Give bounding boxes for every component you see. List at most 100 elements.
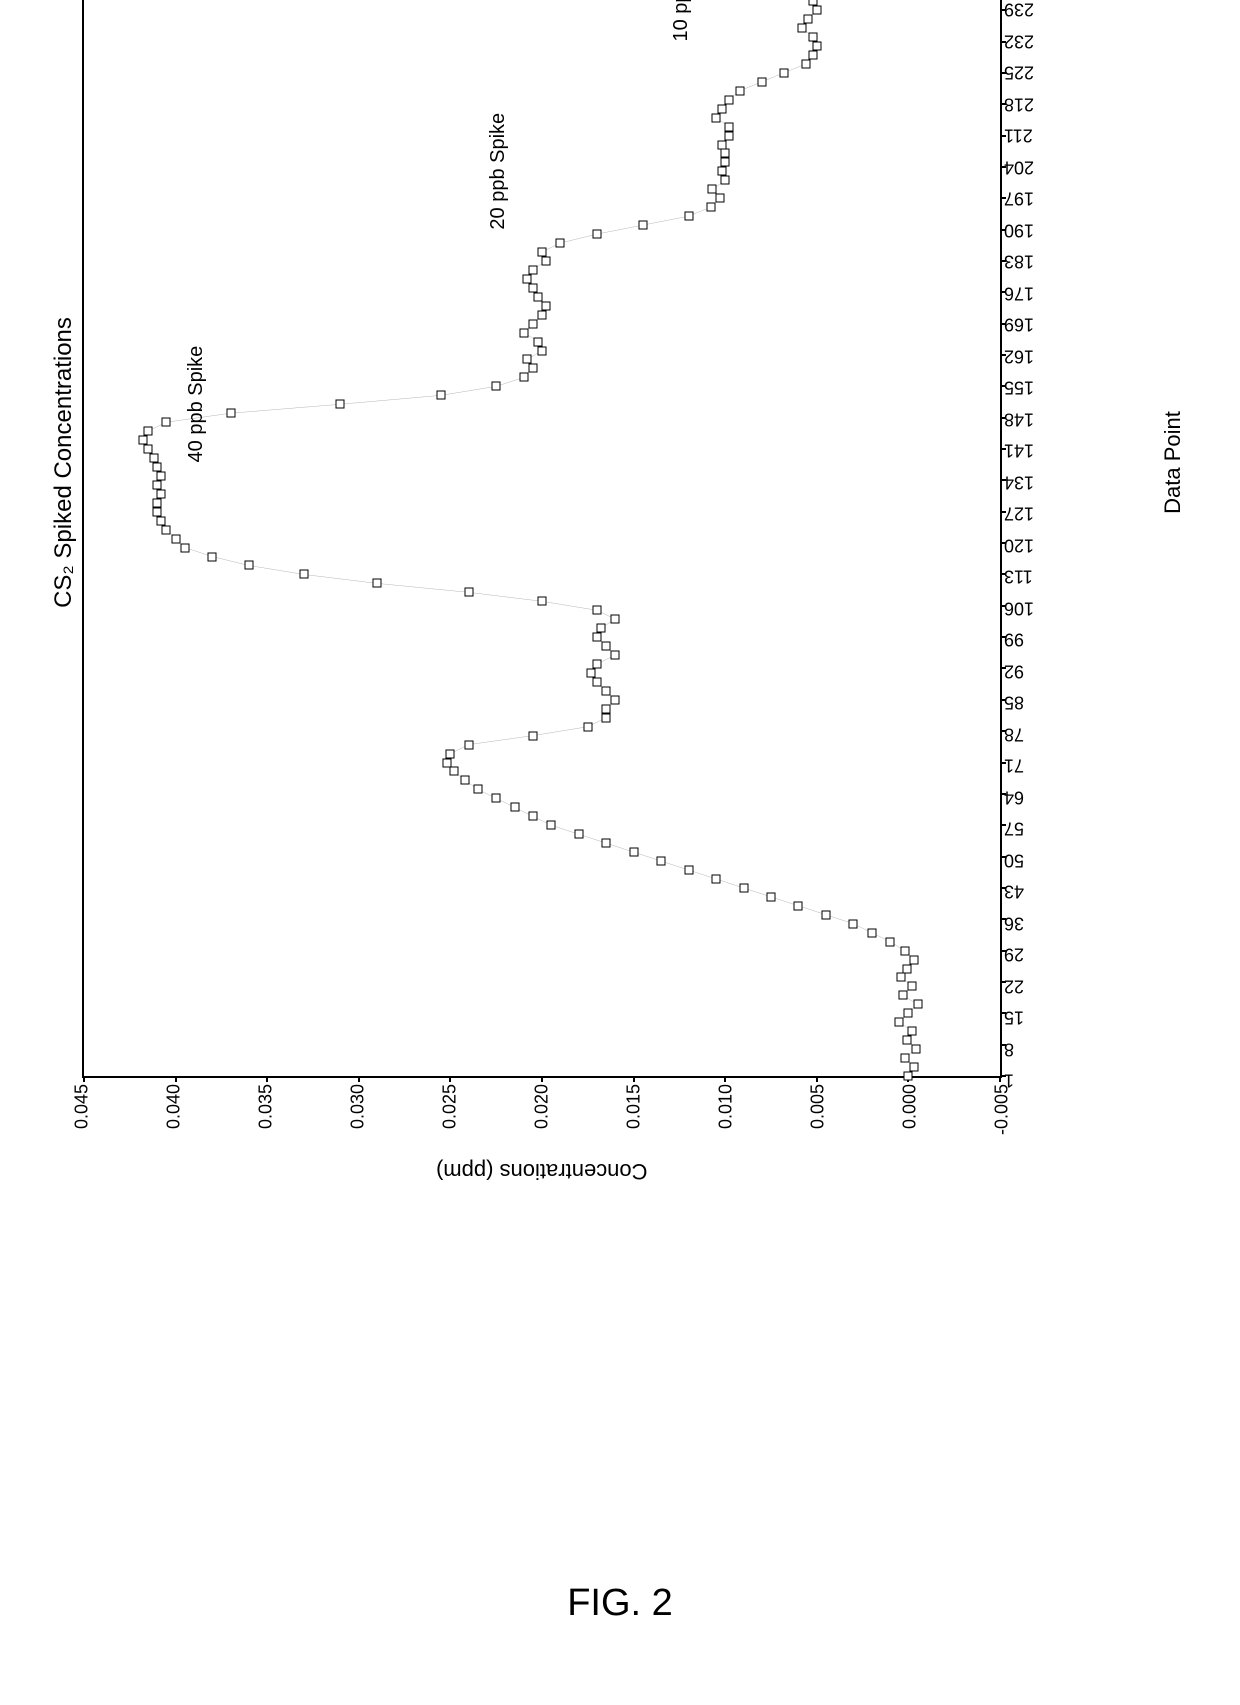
x-tick-label: 1 <box>1004 1070 1014 1091</box>
data-marker <box>592 606 601 615</box>
x-tick-label: 57 <box>1004 818 1024 839</box>
annotation-label: 40 ppb Spike <box>185 346 208 463</box>
data-marker <box>757 77 766 86</box>
data-marker <box>299 570 308 579</box>
data-marker <box>442 758 451 767</box>
data-marker <box>908 1027 917 1036</box>
data-marker <box>534 292 543 301</box>
data-marker <box>461 776 470 785</box>
y-axis: -0.0050.0000.0050.0100.0150.0200.0250.03… <box>82 1078 1002 1158</box>
x-tick-label: 71 <box>1004 755 1024 776</box>
x-tick-label: 8 <box>1004 1038 1014 1059</box>
data-marker <box>611 651 620 660</box>
data-marker <box>909 1063 918 1072</box>
data-marker <box>715 194 724 203</box>
data-marker <box>144 445 153 454</box>
data-marker <box>809 33 818 42</box>
x-tick-label: 22 <box>1004 975 1024 996</box>
data-marker <box>602 713 611 722</box>
data-marker <box>602 642 611 651</box>
data-marker <box>779 68 788 77</box>
y-tick-mark <box>541 1076 543 1082</box>
x-axis: 1815222936435057647178859299106113120127… <box>1002 0 1082 1080</box>
data-marker <box>510 803 519 812</box>
data-marker <box>909 955 918 964</box>
x-tick-label: 120 <box>1004 534 1034 555</box>
data-marker <box>812 42 821 51</box>
data-marker <box>708 185 717 194</box>
data-marker <box>528 812 537 821</box>
x-tick-label: 43 <box>1004 881 1024 902</box>
data-marker <box>706 203 715 212</box>
data-marker <box>712 113 721 122</box>
data-marker <box>587 668 596 677</box>
data-marker <box>538 248 547 257</box>
data-marker <box>156 471 165 480</box>
data-marker <box>534 337 543 346</box>
data-marker <box>519 328 528 337</box>
x-tick-label: 36 <box>1004 912 1024 933</box>
x-tick-label: 15 <box>1004 1007 1024 1028</box>
data-marker <box>592 230 601 239</box>
data-marker <box>721 149 730 158</box>
data-marker <box>638 221 647 230</box>
data-marker <box>144 427 153 436</box>
annotation-label: 20 ppb Spike <box>487 113 510 230</box>
data-marker <box>724 131 733 140</box>
data-marker <box>900 946 909 955</box>
data-marker <box>809 0 818 6</box>
data-marker <box>904 1009 913 1018</box>
data-marker <box>895 1018 904 1027</box>
data-marker <box>519 373 528 382</box>
data-marker <box>492 794 501 803</box>
y-tick-label: 0.020 <box>532 1084 553 1129</box>
data-marker <box>244 561 253 570</box>
data-marker <box>473 785 482 794</box>
data-marker <box>721 158 730 167</box>
plot-wrap: Concentrations (ppm) -0.0050.0000.0050.0… <box>82 0 1002 1190</box>
data-marker <box>528 283 537 292</box>
x-tick-label: 169 <box>1004 314 1034 335</box>
y-tick-label: 0.040 <box>164 1084 185 1129</box>
data-marker <box>336 400 345 409</box>
y-axis-label: Concentrations (ppm) <box>436 1158 648 1190</box>
data-marker <box>657 857 666 866</box>
data-line <box>84 0 1000 1076</box>
x-tick-label: 141 <box>1004 440 1034 461</box>
x-tick-label: 225 <box>1004 62 1034 83</box>
rotated-chart-container: CS₂ Spiked Concentrations Concentrations… <box>50 0 1110 1190</box>
data-marker <box>226 409 235 418</box>
data-marker <box>373 579 382 588</box>
data-marker <box>717 104 726 113</box>
y-tick-label: 0.035 <box>256 1084 277 1129</box>
data-marker <box>149 454 158 463</box>
data-marker <box>712 874 721 883</box>
data-marker <box>528 364 537 373</box>
x-tick-label: 85 <box>1004 692 1024 713</box>
data-marker <box>908 982 917 991</box>
data-marker <box>798 24 807 33</box>
y-tick-mark <box>266 1076 268 1082</box>
y-tick-label: 0.045 <box>72 1084 93 1129</box>
data-marker <box>629 848 638 857</box>
x-tick-label: 162 <box>1004 345 1034 366</box>
data-marker <box>596 624 605 633</box>
data-marker <box>574 830 583 839</box>
data-marker <box>538 346 547 355</box>
data-marker <box>547 821 556 830</box>
plot-area: 40 ppb Spike20 ppb Spike10 ppb Spike5 pp… <box>82 0 1002 1078</box>
y-tick-label: 0.010 <box>716 1084 737 1129</box>
data-marker <box>611 615 620 624</box>
data-marker <box>523 355 532 364</box>
data-marker <box>611 695 620 704</box>
x-tick-label: 190 <box>1004 219 1034 240</box>
data-marker <box>900 1054 909 1063</box>
y-tick-mark <box>449 1076 451 1082</box>
data-marker <box>886 937 895 946</box>
data-marker <box>464 740 473 749</box>
data-marker <box>171 534 180 543</box>
data-marker <box>541 256 550 265</box>
x-tick-label: 78 <box>1004 723 1024 744</box>
x-tick-label: 113 <box>1004 566 1033 587</box>
data-marker <box>153 480 162 489</box>
